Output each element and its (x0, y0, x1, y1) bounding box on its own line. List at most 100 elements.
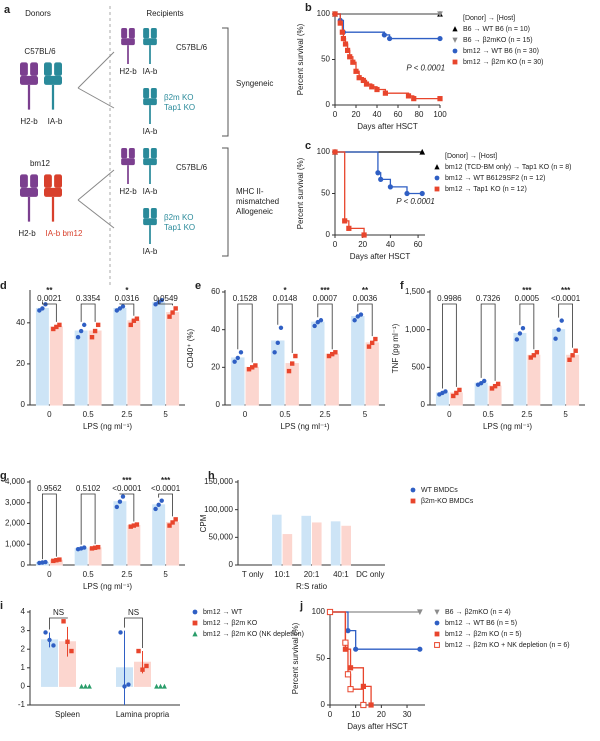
knockout: β2m KO (164, 93, 194, 102)
marker (332, 149, 338, 155)
marker (534, 350, 540, 355)
marker (492, 383, 498, 389)
marker (342, 218, 348, 224)
marker (346, 225, 352, 231)
bracket (222, 147, 229, 257)
x-axis-label: Days after HSCT (357, 122, 418, 131)
x-tick-label: 0 (333, 110, 338, 119)
significance-bracket (158, 493, 173, 517)
x-tick-label: Spleen (55, 710, 80, 719)
x-tick-label: 30 (403, 710, 412, 719)
x-tick-label: 0.5 (279, 410, 291, 419)
marker (158, 683, 163, 689)
marker (54, 558, 59, 563)
marker (128, 524, 133, 529)
mhc-i (20, 62, 38, 110)
bar (166, 312, 180, 406)
y-tick-label: 20 (16, 359, 25, 368)
y-tick-label: 50 (321, 189, 330, 198)
y-axis-label: Percent survival (%) (296, 157, 305, 229)
mhc-label: IA-b (143, 127, 158, 136)
x-tick-label: 0 (447, 410, 452, 419)
arrow (77, 51, 115, 109)
panel-label: h (208, 470, 215, 482)
knockout: Tap1 KO (164, 103, 195, 112)
marker (514, 337, 520, 342)
legend-title: [Donor] → [Host] (463, 15, 515, 22)
stars: *** (561, 286, 571, 295)
marker (290, 361, 295, 366)
donor-name: bm12 (30, 159, 51, 168)
x-tick-label: 2.5 (521, 410, 533, 419)
marker (144, 663, 149, 669)
marker (355, 314, 360, 319)
significance-bracket (480, 303, 496, 381)
p-value: 0.3354 (76, 294, 101, 303)
x-tick-label: T only (242, 570, 264, 579)
marker (167, 523, 172, 528)
marker (452, 37, 458, 43)
legend-label: B6 → WT B6 (n = 10) (463, 26, 530, 33)
marker (153, 506, 158, 512)
annotation: P < 0.0001 (406, 64, 445, 73)
p-value: 0.9986 (437, 294, 462, 303)
marker (417, 609, 423, 616)
y-tick-label: 3,000 (5, 498, 26, 507)
x-tick-label: 80 (415, 110, 424, 119)
marker (332, 11, 338, 17)
marker (570, 353, 575, 358)
p-value: 0.0549 (153, 294, 178, 303)
marker (434, 186, 440, 192)
marker (360, 77, 366, 84)
x-axis-label: LPS (ng ml⁻¹) (83, 422, 132, 431)
x-tick-label: 5 (563, 410, 568, 419)
x-axis-label: Days after HSCT (347, 722, 408, 731)
mhc-ii (143, 148, 157, 184)
marker (567, 357, 572, 362)
significance-bracket (442, 303, 457, 389)
marker (95, 544, 101, 550)
donor-name: C57BL/6 (24, 47, 56, 56)
stars: *** (320, 286, 330, 295)
p-value: 0.0316 (115, 294, 140, 303)
y-tick-label: 0 (421, 400, 426, 409)
stars: *** (161, 476, 171, 485)
x-tick-label: 2.5 (121, 410, 133, 419)
y-tick-label: 1,500 (405, 287, 426, 296)
panel-a: a Donors Recipients C57BL/6 H2-b IA-b C5… (4, 4, 279, 285)
marker (51, 643, 56, 648)
x-axis-label: Days after HSCT (350, 252, 411, 261)
y-axis-label: TNF (pg ml⁻¹) (391, 323, 400, 373)
group-label: Syngeneic (236, 79, 273, 88)
marker (95, 322, 101, 328)
marker (134, 316, 140, 321)
marker (253, 363, 258, 368)
x-tick-label: 0.5 (483, 410, 495, 419)
marker (434, 164, 440, 170)
y-tick-label: 50 (316, 654, 325, 663)
marker (434, 620, 440, 626)
marker (378, 176, 384, 182)
survival-line (335, 151, 423, 195)
marker (489, 386, 495, 391)
marker (411, 96, 417, 102)
marker (353, 68, 359, 74)
mhc-ii (44, 174, 62, 222)
p-value: 0.0005 (515, 294, 540, 303)
y-tick-label: 50,000 (209, 532, 234, 541)
marker (350, 59, 356, 65)
legend-label: bm12 (TCD-BM only) → Tap1 KO (n = 8) (445, 164, 572, 171)
x-tick-label: 20 (377, 710, 386, 719)
y-tick-label: 100,000 (204, 505, 233, 514)
marker (246, 367, 252, 372)
panel-label: j (299, 600, 303, 612)
marker (118, 630, 123, 635)
bar (341, 525, 351, 566)
marker (275, 340, 280, 346)
marker (417, 646, 423, 652)
marker (134, 522, 140, 527)
p-value: 0.0021 (37, 294, 62, 303)
marker (452, 26, 458, 32)
p-value: <0.0001 (551, 294, 581, 303)
marker (173, 517, 178, 522)
